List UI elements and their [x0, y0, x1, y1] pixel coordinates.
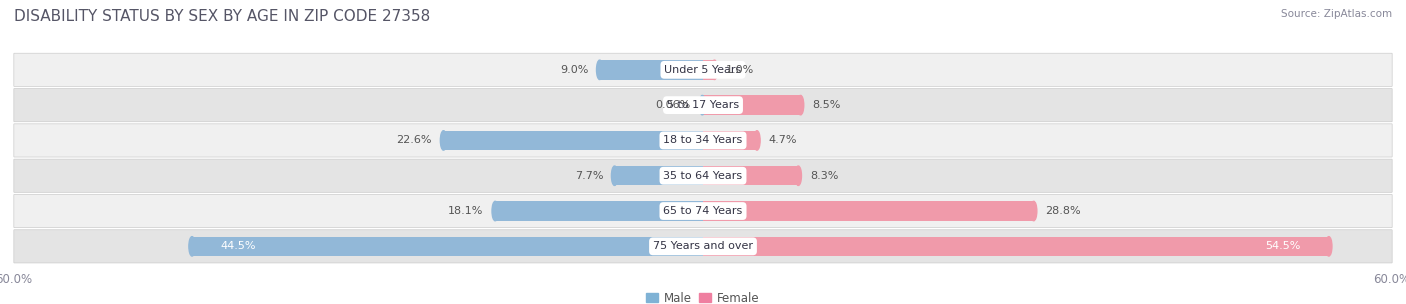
Text: 4.7%: 4.7% — [769, 135, 797, 145]
Legend: Male, Female: Male, Female — [641, 287, 765, 304]
Text: 65 to 74 Years: 65 to 74 Years — [664, 206, 742, 216]
Text: 7.7%: 7.7% — [575, 171, 603, 181]
Text: 8.3%: 8.3% — [810, 171, 838, 181]
Circle shape — [612, 166, 617, 185]
FancyBboxPatch shape — [14, 53, 1392, 86]
FancyBboxPatch shape — [14, 88, 1392, 122]
Text: 18.1%: 18.1% — [449, 206, 484, 216]
Circle shape — [797, 95, 804, 115]
FancyBboxPatch shape — [14, 159, 1392, 192]
Bar — [703, 201, 1033, 221]
Circle shape — [754, 131, 761, 150]
Bar — [703, 60, 714, 80]
FancyBboxPatch shape — [14, 230, 1392, 263]
Circle shape — [796, 166, 801, 185]
Circle shape — [711, 60, 717, 80]
Text: 0.06%: 0.06% — [655, 100, 690, 110]
Text: Source: ZipAtlas.com: Source: ZipAtlas.com — [1281, 9, 1392, 19]
FancyBboxPatch shape — [14, 124, 1392, 157]
Circle shape — [188, 237, 195, 256]
Bar — [599, 60, 703, 80]
Bar — [193, 237, 703, 256]
Circle shape — [492, 201, 498, 221]
Text: 9.0%: 9.0% — [560, 65, 588, 75]
Circle shape — [699, 95, 706, 115]
Circle shape — [1326, 237, 1331, 256]
Text: 5 to 17 Years: 5 to 17 Years — [666, 100, 740, 110]
Text: 22.6%: 22.6% — [396, 135, 432, 145]
Text: Under 5 Years: Under 5 Years — [665, 65, 741, 75]
Bar — [614, 166, 703, 185]
Text: 35 to 64 Years: 35 to 64 Years — [664, 171, 742, 181]
Bar — [703, 131, 756, 150]
Bar — [703, 237, 1329, 256]
Text: 54.5%: 54.5% — [1265, 241, 1301, 251]
Bar — [495, 201, 703, 221]
Bar — [703, 95, 800, 115]
Text: 75 Years and over: 75 Years and over — [652, 241, 754, 251]
Circle shape — [440, 131, 447, 150]
Text: 8.5%: 8.5% — [813, 100, 841, 110]
Text: 18 to 34 Years: 18 to 34 Years — [664, 135, 742, 145]
Bar — [443, 131, 703, 150]
Circle shape — [596, 60, 603, 80]
Text: 28.8%: 28.8% — [1045, 206, 1081, 216]
Bar — [703, 166, 799, 185]
Text: DISABILITY STATUS BY SEX BY AGE IN ZIP CODE 27358: DISABILITY STATUS BY SEX BY AGE IN ZIP C… — [14, 9, 430, 24]
Circle shape — [1031, 201, 1036, 221]
FancyBboxPatch shape — [14, 195, 1392, 228]
Text: 44.5%: 44.5% — [221, 241, 256, 251]
Text: 1.0%: 1.0% — [725, 65, 754, 75]
